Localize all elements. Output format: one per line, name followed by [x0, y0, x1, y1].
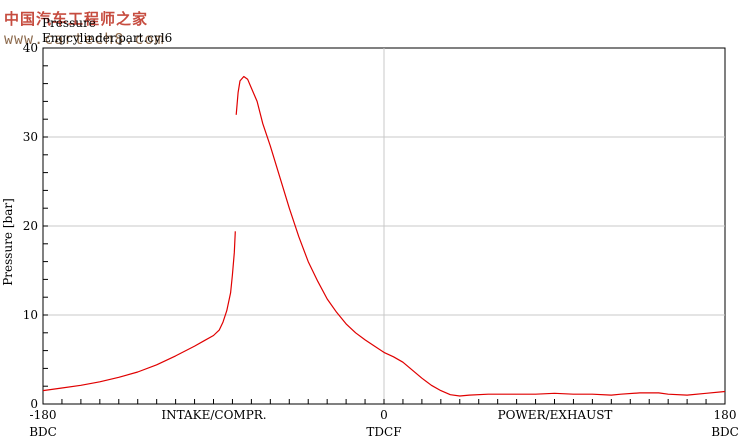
- y-tick-label: 30: [23, 130, 38, 144]
- grid-lines: [43, 48, 725, 404]
- watermark-site-name: 中国汽车工程师之家: [4, 10, 149, 28]
- y-tick-label: 40: [23, 41, 38, 55]
- x-tick-label-min: -180: [30, 408, 57, 422]
- chart-subtitle: Engcylinder.part.cyl6: [42, 31, 173, 45]
- x-sublabel-bdc-right: BDC: [711, 425, 739, 439]
- x-sublabel-bdc-left: BDC: [29, 425, 57, 439]
- y-tick-labels: 0 10 20 30 40: [23, 41, 38, 411]
- watermark-site-url: www.cartech8.com: [4, 30, 165, 48]
- region-label-power-exhaust: POWER/EXHAUST: [498, 408, 613, 422]
- x-tick-label-max: 180: [714, 408, 737, 422]
- y-axis-label: Pressure [bar]: [1, 198, 15, 286]
- x-tick-label-zero: 0: [380, 408, 388, 422]
- pressure-line-segment-1: [235, 75, 726, 397]
- y-tick-label: 10: [23, 308, 38, 322]
- x-sublabel-tdcf: TDCF: [366, 425, 401, 439]
- y-tick-label: 0: [30, 397, 38, 411]
- chart-title: Pressure: [42, 16, 96, 30]
- pressure-line: [42, 75, 726, 397]
- region-label-intake-compression: INTAKE/COMPR.: [161, 408, 266, 422]
- pressure-line-segment-0: [42, 231, 236, 392]
- y-tick-label: 20: [23, 219, 38, 233]
- minor-ticks: [42, 47, 726, 405]
